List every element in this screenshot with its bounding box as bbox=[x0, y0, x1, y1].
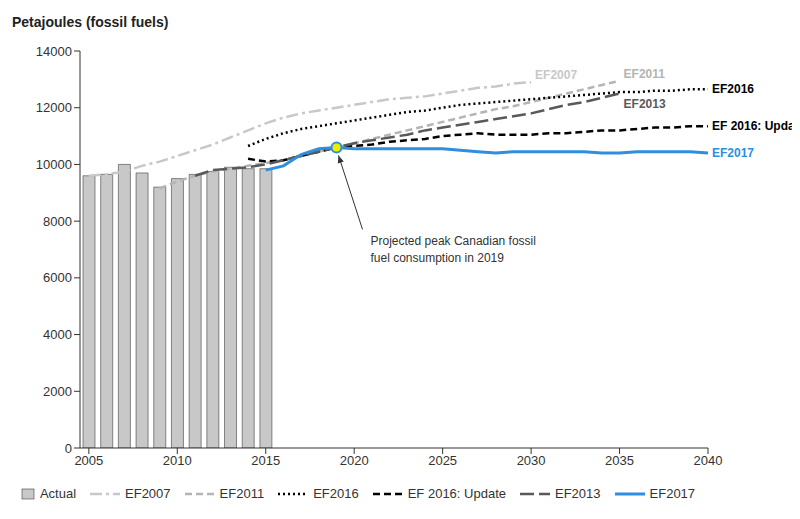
svg-text:EF2013: EF2013 bbox=[624, 97, 666, 111]
html-text:EF2016: EF2016 bbox=[313, 486, 359, 501]
svg-text:EF2017: EF2017 bbox=[712, 146, 754, 160]
svg-text:2015: 2015 bbox=[251, 453, 280, 468]
svg-text:12000: 12000 bbox=[36, 100, 72, 115]
svg-text:2000: 2000 bbox=[43, 384, 72, 399]
svg-text:2020: 2020 bbox=[340, 453, 369, 468]
html-text:EF2007: EF2007 bbox=[125, 486, 171, 501]
svg-text:2030: 2030 bbox=[517, 453, 546, 468]
svg-text:6000: 6000 bbox=[43, 270, 72, 285]
svg-text:8000: 8000 bbox=[43, 214, 72, 229]
svg-text:2035: 2035 bbox=[605, 453, 634, 468]
svg-text:fuel consumption in 2019: fuel consumption in 2019 bbox=[371, 251, 505, 265]
svg-text:4000: 4000 bbox=[43, 327, 72, 342]
svg-text:10000: 10000 bbox=[36, 157, 72, 172]
svg-text:Projected peak Canadian fossil: Projected peak Canadian fossil bbox=[371, 234, 536, 248]
svg-text:2040: 2040 bbox=[694, 453, 723, 468]
svg-text:2025: 2025 bbox=[428, 453, 457, 468]
svg-text:0: 0 bbox=[65, 441, 72, 456]
html-text:EF2017: EF2017 bbox=[649, 486, 696, 501]
html-text:EF2013: EF2013 bbox=[555, 486, 601, 501]
svg-text:2005: 2005 bbox=[74, 453, 103, 468]
svg-text:EF 2016: Update: EF 2016: Update bbox=[712, 119, 792, 133]
html-text:EF 2016: Update: EF 2016: Update bbox=[407, 486, 506, 501]
svg-text:EF2007: EF2007 bbox=[535, 68, 577, 82]
html-text:EF2011: EF2011 bbox=[219, 486, 265, 501]
svg-text:14000: 14000 bbox=[36, 44, 72, 59]
svg-text:EF2011: EF2011 bbox=[624, 67, 666, 81]
svg-text:2010: 2010 bbox=[163, 453, 192, 468]
html-text:Petajoules (fossil fuels): Petajoules (fossil fuels) bbox=[12, 14, 169, 30]
svg-text:EF2016: EF2016 bbox=[712, 82, 754, 96]
html-text:Actual: Actual bbox=[39, 486, 76, 501]
